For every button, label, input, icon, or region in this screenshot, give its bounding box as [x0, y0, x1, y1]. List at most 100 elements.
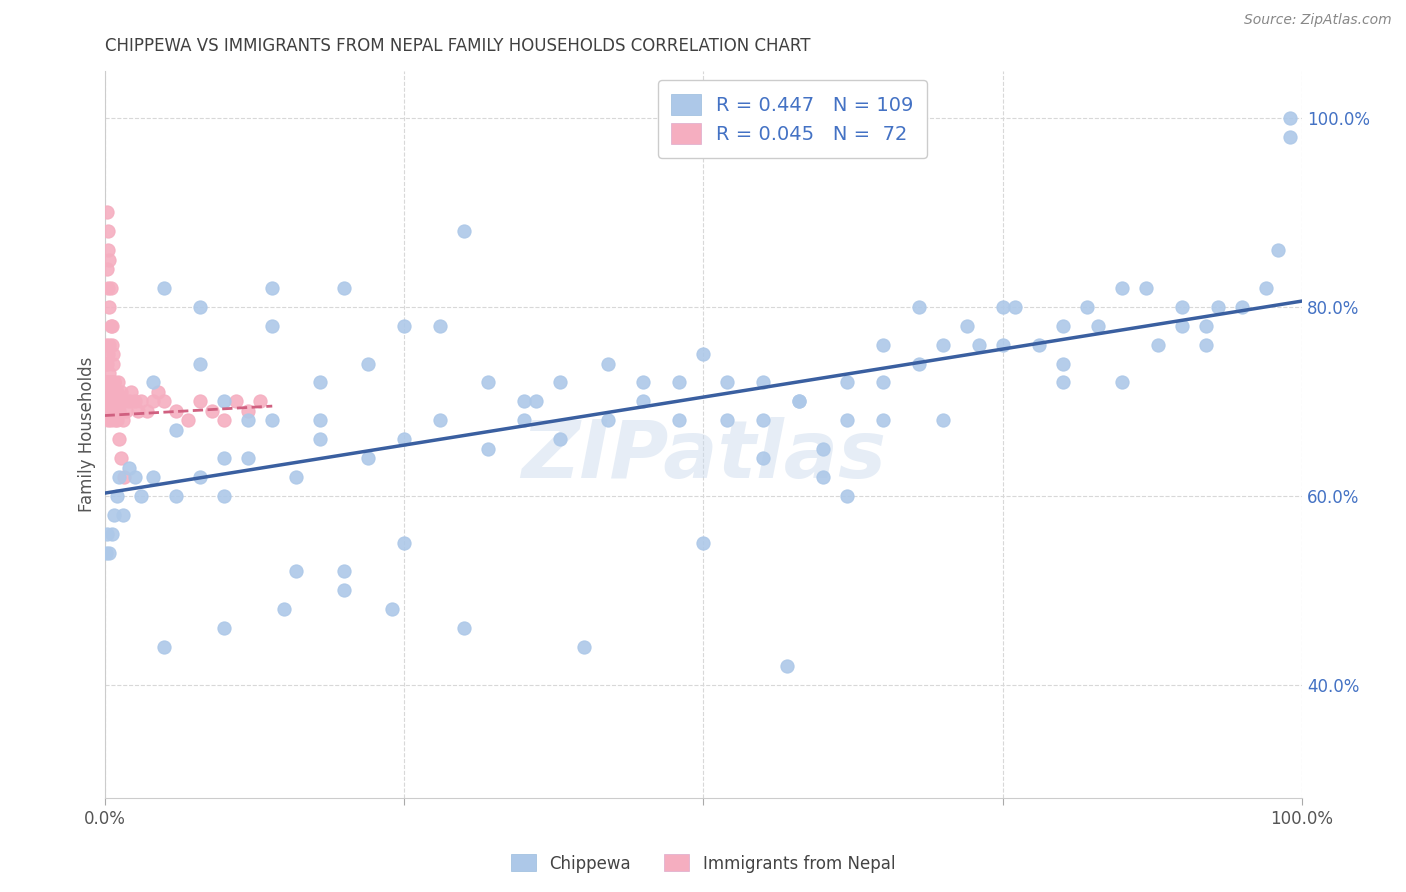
Point — [908, 357, 931, 371]
Point — [108, 394, 131, 409]
Point — [1028, 337, 1050, 351]
Point — [94, 357, 117, 371]
Point — [787, 394, 810, 409]
Point — [103, 376, 125, 390]
Point — [1256, 281, 1278, 295]
Point — [524, 394, 547, 409]
Point — [107, 394, 129, 409]
Point — [835, 413, 858, 427]
Point — [872, 413, 894, 427]
Point — [190, 470, 212, 484]
Y-axis label: Family Households: Family Households — [79, 357, 96, 512]
Point — [141, 376, 163, 390]
Point — [105, 413, 128, 427]
Point — [262, 318, 284, 333]
Point — [177, 413, 200, 427]
Point — [309, 432, 332, 446]
Point — [811, 470, 834, 484]
Point — [165, 489, 187, 503]
Point — [512, 413, 534, 427]
Point — [101, 347, 124, 361]
Point — [214, 489, 236, 503]
Point — [105, 489, 128, 503]
Point — [548, 376, 571, 390]
Point — [105, 384, 128, 399]
Point — [112, 470, 135, 484]
Point — [1206, 300, 1229, 314]
Point — [111, 413, 134, 427]
Point — [100, 281, 122, 295]
Point — [716, 413, 738, 427]
Point — [967, 337, 990, 351]
Point — [1087, 318, 1109, 333]
Point — [1111, 376, 1133, 390]
Point — [1171, 300, 1194, 314]
Legend: R = 0.447   N = 109, R = 0.045   N =  72: R = 0.447 N = 109, R = 0.045 N = 72 — [658, 80, 927, 158]
Point — [97, 376, 120, 390]
Point — [141, 470, 163, 484]
Point — [94, 376, 117, 390]
Point — [165, 404, 187, 418]
Point — [101, 337, 124, 351]
Point — [392, 318, 415, 333]
Point — [110, 384, 132, 399]
Point — [214, 413, 236, 427]
Point — [115, 404, 138, 418]
Point — [101, 384, 124, 399]
Point — [692, 536, 714, 550]
Point — [392, 536, 415, 550]
Point — [101, 318, 124, 333]
Point — [932, 337, 955, 351]
Point — [165, 423, 187, 437]
Point — [96, 376, 118, 390]
Point — [103, 376, 125, 390]
Point — [98, 337, 121, 351]
Point — [357, 357, 380, 371]
Point — [752, 413, 775, 427]
Point — [668, 413, 690, 427]
Point — [97, 347, 120, 361]
Point — [96, 205, 118, 219]
Point — [1052, 357, 1074, 371]
Point — [238, 451, 260, 466]
Text: Source: ZipAtlas.com: Source: ZipAtlas.com — [1244, 13, 1392, 28]
Point — [108, 470, 131, 484]
Point — [512, 394, 534, 409]
Point — [110, 451, 132, 466]
Point — [104, 394, 127, 409]
Point — [262, 413, 284, 427]
Point — [101, 357, 124, 371]
Point — [633, 376, 655, 390]
Point — [214, 451, 236, 466]
Point — [153, 640, 176, 654]
Point — [100, 394, 122, 409]
Point — [692, 347, 714, 361]
Point — [1052, 376, 1074, 390]
Point — [262, 281, 284, 295]
Point — [100, 376, 122, 390]
Point — [108, 404, 131, 418]
Point — [633, 394, 655, 409]
Point — [835, 376, 858, 390]
Point — [97, 224, 120, 238]
Point — [103, 384, 125, 399]
Point — [596, 357, 619, 371]
Point — [101, 376, 124, 390]
Point — [190, 300, 212, 314]
Point — [752, 376, 775, 390]
Point — [98, 404, 121, 418]
Point — [96, 357, 118, 371]
Point — [104, 394, 127, 409]
Point — [201, 404, 224, 418]
Point — [249, 394, 271, 409]
Point — [100, 413, 122, 427]
Point — [96, 394, 118, 409]
Point — [108, 432, 131, 446]
Point — [1230, 300, 1253, 314]
Point — [1195, 337, 1218, 351]
Point — [96, 262, 118, 277]
Point — [111, 508, 134, 522]
Point — [100, 318, 122, 333]
Point — [309, 376, 332, 390]
Point — [285, 470, 308, 484]
